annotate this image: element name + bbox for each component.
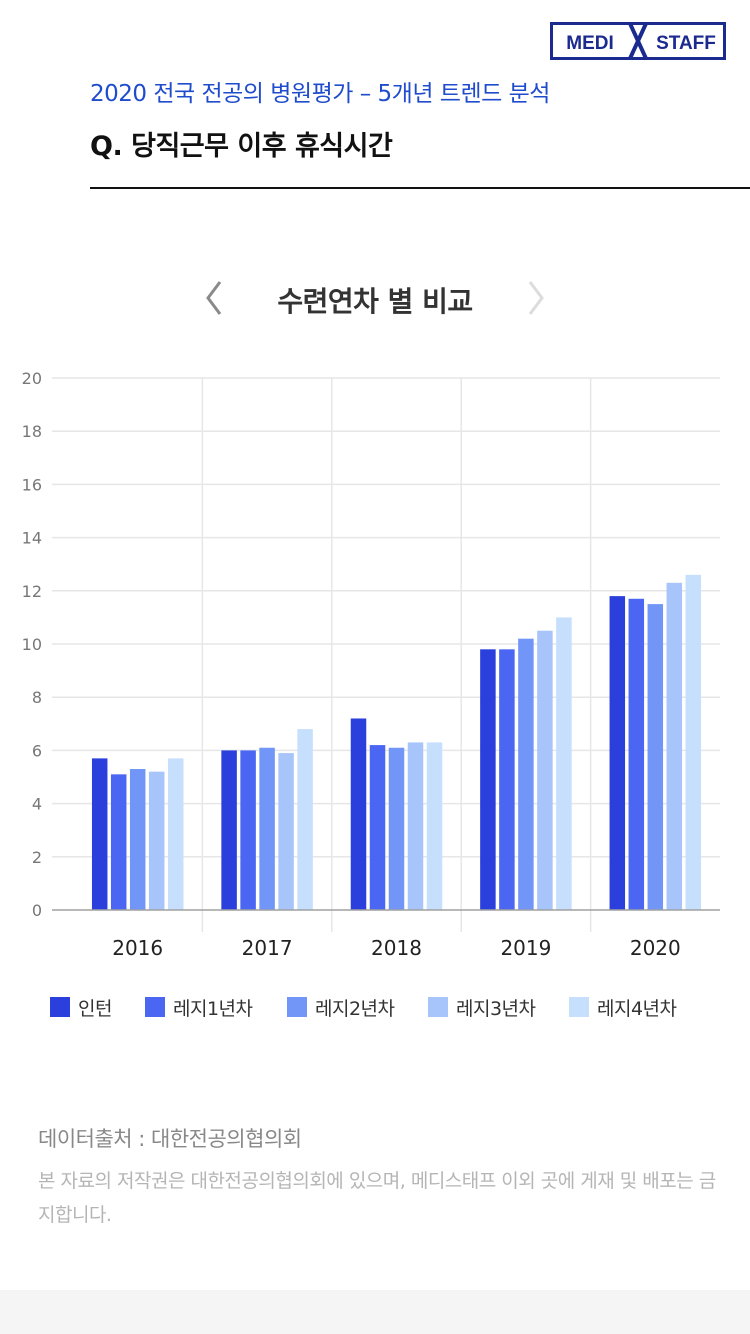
data-source: 데이터출처 : 대한전공의협의회 bbox=[38, 1127, 302, 1151]
bar bbox=[110, 774, 127, 910]
legend-item[interactable]: 레지3년차 bbox=[428, 992, 536, 1022]
chart-title: 수련연차 별 비교 bbox=[277, 285, 473, 318]
bar bbox=[388, 747, 405, 910]
y-tick-label: 6 bbox=[32, 741, 42, 760]
legend-label: 레지1년차 bbox=[173, 997, 253, 1020]
logo-right-text: STAFF bbox=[656, 33, 716, 54]
bar bbox=[91, 758, 108, 910]
bar bbox=[609, 596, 626, 910]
next-button[interactable] bbox=[520, 278, 550, 318]
question-title: Q. 당직근무 이후 휴식시간 bbox=[90, 131, 393, 162]
prev-button[interactable] bbox=[200, 278, 230, 318]
bar bbox=[221, 750, 237, 910]
bar bbox=[426, 742, 443, 910]
bar bbox=[647, 604, 664, 910]
report-subtitle: 2020 전국 전공의 병원평가 – 5개년 트렌드 분석 bbox=[90, 81, 550, 107]
chevron-left-icon bbox=[206, 281, 222, 315]
y-tick-label: 2 bbox=[32, 848, 42, 867]
y-tick-label: 12 bbox=[22, 582, 42, 601]
bar bbox=[685, 574, 702, 910]
legend-item[interactable]: 인턴 bbox=[50, 992, 112, 1022]
bar bbox=[556, 617, 572, 910]
bar bbox=[480, 649, 496, 910]
legend-item[interactable]: 레지1년차 bbox=[145, 992, 253, 1022]
y-tick-label: 18 bbox=[22, 422, 42, 441]
footer-band bbox=[0, 1290, 750, 1334]
y-tick-label: 8 bbox=[32, 688, 42, 707]
legend-label: 레지4년차 bbox=[597, 997, 677, 1020]
bar bbox=[499, 649, 515, 910]
bar bbox=[407, 742, 424, 910]
legend-item[interactable]: 레지2년차 bbox=[287, 992, 395, 1022]
y-tick-label: 14 bbox=[22, 529, 42, 548]
medistaff-logo: MEDI STAFF bbox=[550, 22, 726, 60]
bar bbox=[240, 750, 256, 910]
bar bbox=[297, 729, 313, 910]
legend-item[interactable]: 레지4년차 bbox=[569, 992, 677, 1022]
bar-chart: 0 2 4 6 8 10 12 14 16 18 20 2016 2017 2018 2019 2020 bbox=[22, 369, 720, 960]
bar bbox=[278, 753, 294, 910]
y-tick-label: 10 bbox=[22, 635, 42, 654]
legend-label: 레지3년차 bbox=[456, 997, 536, 1020]
logo-left-text: MEDI bbox=[566, 33, 614, 54]
chevron-right-icon bbox=[528, 281, 544, 315]
y-tick-label: 0 bbox=[32, 901, 42, 920]
legend-swatch bbox=[145, 997, 165, 1017]
legend-label: 레지2년차 bbox=[315, 997, 395, 1020]
bar bbox=[537, 630, 553, 910]
header-divider bbox=[90, 187, 750, 189]
bar bbox=[129, 769, 146, 910]
bar bbox=[167, 758, 184, 910]
bar bbox=[369, 745, 386, 910]
x-tick-label: 2020 bbox=[630, 936, 681, 960]
legend-swatch bbox=[50, 997, 70, 1017]
bar bbox=[666, 582, 683, 910]
bar bbox=[628, 598, 645, 910]
x-tick-label: 2016 bbox=[112, 936, 163, 960]
legend-swatch bbox=[287, 997, 307, 1017]
y-tick-label: 4 bbox=[32, 795, 42, 814]
legend-label: 인턴 bbox=[78, 997, 112, 1020]
bar bbox=[350, 718, 367, 910]
chart-navigator: 수련연차 별 비교 bbox=[0, 272, 750, 322]
x-tick-label: 2017 bbox=[242, 936, 293, 960]
x-tick-label: 2019 bbox=[500, 936, 551, 960]
x-tick-label: 2018 bbox=[371, 936, 422, 960]
bar bbox=[518, 638, 534, 910]
copyright-note: 본 자료의 저작권은 대한전공의협의회에 있으며, 메디스태프 이외 곳에 게재… bbox=[38, 1170, 716, 1226]
legend-swatch bbox=[569, 997, 589, 1017]
legend-swatch bbox=[428, 997, 448, 1017]
y-tick-label: 16 bbox=[22, 475, 42, 494]
bar bbox=[259, 747, 275, 910]
bar bbox=[148, 771, 165, 910]
chart-legend: 인턴 레지1년차 레지2년차 레지3년차 레지4년차 bbox=[50, 992, 740, 1022]
y-tick-label: 20 bbox=[22, 369, 42, 388]
